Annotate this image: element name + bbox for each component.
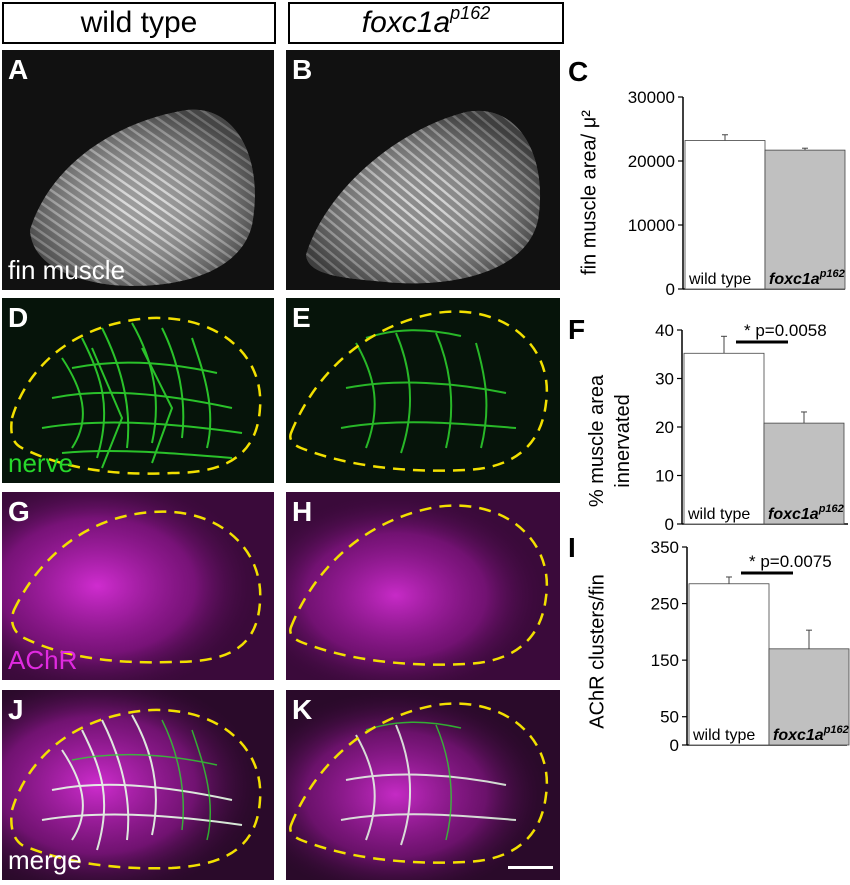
chart-i: 0 50 150 250 350 wild type foxc1ap162 * p=0.007… xyxy=(627,535,850,755)
chart-i-label: I xyxy=(568,532,576,563)
bar xyxy=(684,140,766,290)
panel-label: K xyxy=(292,694,313,725)
panel-label: G xyxy=(8,496,30,527)
header-mutant: foxc1a p162 xyxy=(288,2,564,44)
panel-j-merge-wt: J merge xyxy=(2,690,274,880)
y-tick-label: 50 xyxy=(660,708,679,727)
panel-label: B xyxy=(292,54,313,85)
category-label: wild type xyxy=(687,506,750,523)
achr-image-h xyxy=(286,492,560,680)
bar xyxy=(763,422,845,525)
panel-g-achr-wt: G AChR xyxy=(2,492,274,680)
nerve-image-d xyxy=(10,316,262,475)
y-tick-label: 10 xyxy=(655,467,674,486)
y-tick-label: 350 xyxy=(651,538,679,557)
bar xyxy=(688,583,770,746)
channel-label: nerve xyxy=(8,448,74,478)
panel-label: A xyxy=(8,54,29,85)
panel-e-nerve-mut: E xyxy=(286,298,560,483)
panel-label: H xyxy=(292,496,313,527)
panel-a-fin-muscle-wt: A fin muscle xyxy=(2,50,274,290)
panel-b-fin-muscle-mut: B xyxy=(286,50,560,290)
chart-c-label: C xyxy=(568,56,589,87)
chart-f: 0 10 20 30 40 wild type foxc1ap162 * p=0.0058 xyxy=(640,318,850,534)
panel-d-nerve-wt: D nerve xyxy=(2,298,274,483)
category-label: wild type xyxy=(692,727,755,744)
chart-c: 0 10000 20000 30000 wild type foxc1ap162 xyxy=(605,85,850,300)
y-tick-label: 250 xyxy=(651,595,679,614)
y-tick-label: 150 xyxy=(651,651,679,670)
significance-label: * p=0.0075 xyxy=(749,552,832,571)
header-mutant-text: foxc1a xyxy=(361,6,451,39)
y-tick-label: 20 xyxy=(655,418,674,437)
merge-image-j xyxy=(2,690,274,880)
y-tick-label: 0 xyxy=(666,280,675,299)
panel-label: D xyxy=(8,302,29,333)
muscle-image-a xyxy=(30,109,255,286)
header-mutant-sup: p162 xyxy=(450,2,491,23)
merge-image-k xyxy=(286,690,560,880)
chart-f-ylabel: % muscle area innervated xyxy=(586,374,634,508)
bar xyxy=(683,352,765,525)
panel-k-merge-mut: K xyxy=(286,690,560,880)
scale-bar xyxy=(508,866,553,869)
channel-label: AChR xyxy=(8,645,78,675)
y-tick-label: 40 xyxy=(655,321,674,340)
y-tick-label: 20000 xyxy=(628,152,675,171)
header-wild-type: wild type xyxy=(2,2,276,44)
y-tick-label: 30000 xyxy=(628,88,675,107)
channel-label: fin muscle xyxy=(8,255,126,285)
y-tick-label: 0 xyxy=(665,515,674,533)
panel-label: E xyxy=(292,302,311,333)
panel-h-achr-mut: H xyxy=(286,492,560,680)
nerve-image-e xyxy=(289,310,549,472)
chart-f-label: F xyxy=(568,314,586,345)
bar xyxy=(764,149,846,290)
y-tick-label: 30 xyxy=(655,370,674,389)
panel-label: J xyxy=(8,694,24,725)
muscle-image-b xyxy=(306,110,541,284)
y-tick-label: 0 xyxy=(670,736,679,755)
category-label: wild type xyxy=(688,271,751,288)
achr-image-g xyxy=(2,492,274,680)
header-wild-type-text: wild type xyxy=(80,6,198,39)
y-tick-label: 10000 xyxy=(628,216,675,235)
channel-label: merge xyxy=(8,845,82,875)
chart-i-ylabel: AChR clusters/fin xyxy=(586,574,609,729)
significance-label: * p=0.0058 xyxy=(744,321,827,340)
bar xyxy=(768,648,850,746)
chart-c-ylabel: fin muscle area/ μ² xyxy=(578,110,601,275)
